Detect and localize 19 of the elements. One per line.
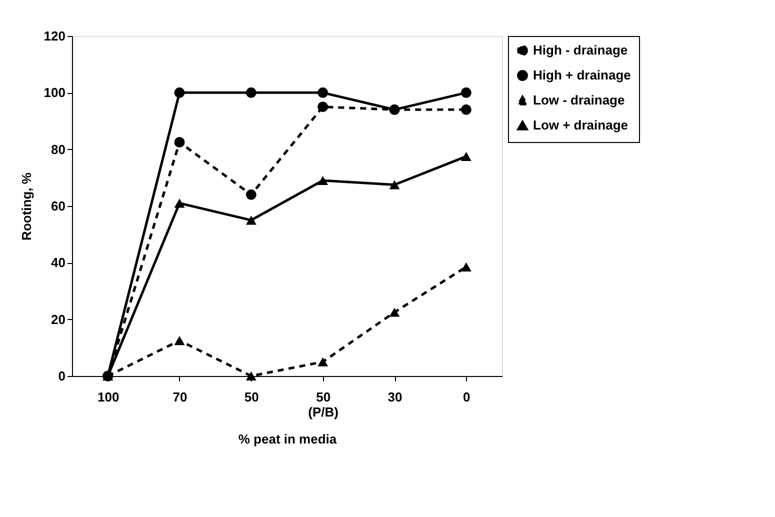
y-tick-label: 20 (51, 312, 66, 327)
y-tick-label: 40 (51, 255, 66, 270)
x-tick-label: 70 (172, 390, 188, 404)
y-tick-label: 0 (58, 368, 66, 384)
legend-label: Low + drainage (533, 118, 628, 132)
y-tick-label: 80 (51, 142, 66, 157)
legend-label: High - drainage (533, 42, 628, 58)
x-tick-label: 50 (244, 390, 259, 404)
legend-label: High + drainage (533, 68, 631, 82)
y-tick-label: 60 (51, 198, 66, 214)
x-axis-title: % peat in media (238, 432, 338, 446)
legend-label: Low - drainage (533, 92, 625, 108)
x-tick-label: 100 (97, 390, 120, 404)
y-tick-label: 120 (44, 28, 66, 44)
x-tick-label: 30 (388, 390, 402, 404)
y-axis-title: Rooting, % (18, 172, 34, 240)
x-tick-label: 0 (463, 390, 470, 404)
x-tick-label: 50 (P/B) (308, 390, 339, 420)
y-tick-label: 100 (44, 85, 66, 100)
